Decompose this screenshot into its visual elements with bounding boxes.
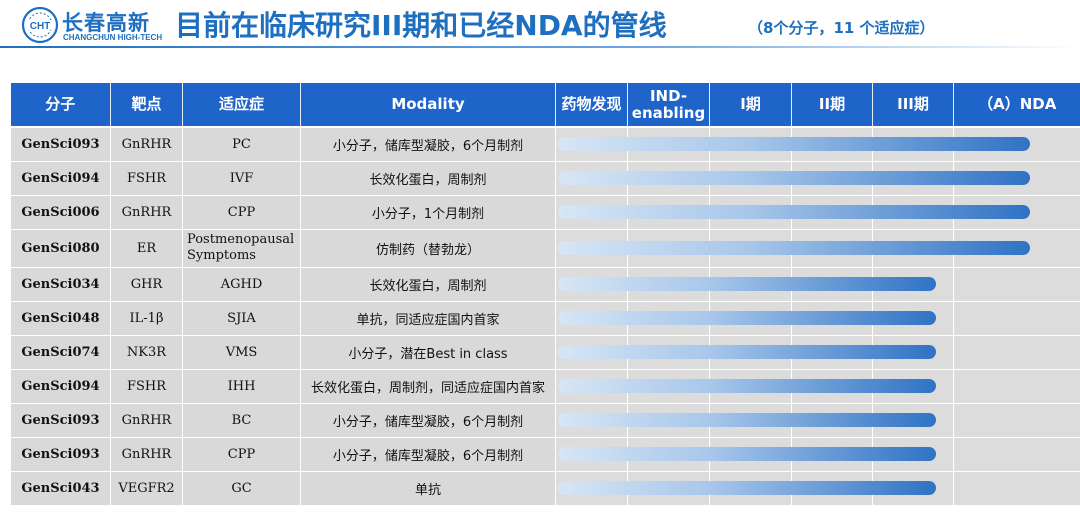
header-indication: 适应症	[182, 83, 301, 128]
target-cell: GnRHR	[110, 126, 183, 162]
progress-bar	[557, 277, 936, 291]
stage-cell	[953, 266, 1080, 302]
header-target: 靶点	[110, 83, 183, 128]
pipeline-body: GenSci093 GnRHR PC 小分子，储库型凝胶，6个月制剂 GenSci094…	[10, 126, 1080, 506]
progress-bar	[557, 241, 1030, 255]
indication-cell: BC	[182, 402, 301, 438]
header-phase2: II期	[791, 83, 873, 128]
progress-bar	[557, 447, 936, 461]
header-ind-enabling: IND-enabling	[627, 83, 710, 128]
molecule-cell: GenSci094	[10, 368, 111, 404]
table-row: GenSci034 GHR AGHD 长效化蛋白，周制剂	[10, 266, 1080, 302]
stage-cell	[953, 334, 1080, 370]
indication-cell: CPP	[182, 194, 301, 230]
header-phase1: I期	[709, 83, 792, 128]
table-row: GenSci074 NK3R VMS 小分子，潜在Best in class	[10, 334, 1080, 370]
header-nda: （A）NDA	[953, 83, 1080, 128]
target-cell: VEGFR2	[110, 470, 183, 506]
modality-cell: 单抗，同适应症国内首家	[300, 300, 556, 336]
target-cell: GnRHR	[110, 194, 183, 230]
table-row: GenSci043 VEGFR2 GC 单抗	[10, 470, 1080, 506]
target-cell: FSHR	[110, 368, 183, 404]
progress-bar	[557, 137, 1030, 151]
stage-cell	[953, 402, 1080, 438]
header-modality: Modality	[300, 83, 556, 128]
progress-bar	[557, 171, 1030, 185]
modality-cell: 长效化蛋白，周制剂	[300, 160, 556, 196]
header-ind-line2: enabling	[631, 103, 706, 122]
slide-header: CHT 长春高新 CHANGCHUN HIGH-TECH 目前在临床研究III期…	[0, 0, 1080, 52]
stage-cell	[953, 436, 1080, 472]
indication-cell: IHH	[182, 368, 301, 404]
molecule-cell: GenSci034	[10, 266, 111, 302]
target-cell: GHR	[110, 266, 183, 302]
modality-cell: 小分子，储库型凝胶，6个月制剂	[300, 402, 556, 438]
stage-cell	[953, 300, 1080, 336]
modality-cell: 单抗	[300, 470, 556, 506]
stage-cell	[953, 228, 1080, 268]
indication-cell: AGHD	[182, 266, 301, 302]
modality-cell: 长效化蛋白，周制剂	[300, 266, 556, 302]
table-row: GenSci080 ER Postmenopausal Symptoms 仿制药（替勃…	[10, 228, 1080, 268]
stage-cell	[953, 368, 1080, 404]
indication-cell: SJIA	[182, 300, 301, 336]
page-title: 目前在临床研究III期和已经NDA的管线	[175, 9, 667, 42]
progress-bar	[557, 311, 936, 325]
progress-bar	[557, 345, 936, 359]
molecule-cell: GenSci093	[10, 436, 111, 472]
molecule-cell: GenSci006	[10, 194, 111, 230]
page-subtitle: （8个分子，11 个适应症）	[748, 19, 935, 37]
modality-cell: 小分子，潜在Best in class	[300, 334, 556, 370]
progress-bar	[557, 379, 936, 393]
indication-cell: Postmenopausal Symptoms	[182, 228, 301, 268]
svg-text:CHT: CHT	[30, 21, 51, 32]
molecule-cell: GenSci080	[10, 228, 111, 268]
header-molecule: 分子	[10, 83, 111, 128]
molecule-cell: GenSci094	[10, 160, 111, 196]
molecule-cell: GenSci093	[10, 126, 111, 162]
progress-bar	[557, 205, 1030, 219]
target-cell: ER	[110, 228, 183, 268]
logo-english-name: CHANGCHUN HIGH-TECH	[63, 33, 163, 42]
target-cell: IL-1β	[110, 300, 183, 336]
target-cell: FSHR	[110, 160, 183, 196]
indication-cell: IVF	[182, 160, 301, 196]
molecule-cell: GenSci043	[10, 470, 111, 506]
molecule-cell: GenSci048	[10, 300, 111, 336]
progress-bar	[557, 481, 936, 495]
header-ind-line1: IND-	[649, 86, 688, 105]
progress-bar	[557, 413, 936, 427]
indication-cell: CPP	[182, 436, 301, 472]
title-divider	[0, 46, 1080, 48]
target-cell: NK3R	[110, 334, 183, 370]
header-phase3: III期	[872, 83, 954, 128]
table-header-row: 分子 靶点 适应症 Modality 药物发现 IND-enabling I期 …	[10, 83, 1080, 128]
molecule-cell: GenSci093	[10, 402, 111, 438]
indication-cell: GC	[182, 470, 301, 506]
logo-emblem-icon: CHT	[21, 6, 59, 44]
modality-cell: 仿制药（替勃龙）	[300, 228, 556, 268]
pipeline-table: 分子 靶点 适应症 Modality 药物发现 IND-enabling I期 …	[10, 83, 1080, 506]
indication-cell: VMS	[182, 334, 301, 370]
indication-cell: PC	[182, 126, 301, 162]
target-cell: GnRHR	[110, 436, 183, 472]
molecule-cell: GenSci074	[10, 334, 111, 370]
modality-cell: 小分子，储库型凝胶，6个月制剂	[300, 436, 556, 472]
stage-cell	[953, 470, 1080, 506]
modality-cell: 长效化蛋白，周制剂，同适应症国内首家	[300, 368, 556, 404]
modality-cell: 小分子，储库型凝胶，6个月制剂	[300, 126, 556, 162]
modality-cell: 小分子，1个月制剂	[300, 194, 556, 230]
header-discovery: 药物发现	[555, 83, 628, 128]
target-cell: GnRHR	[110, 402, 183, 438]
company-logo: CHT 长春高新 CHANGCHUN HIGH-TECH	[20, 6, 170, 44]
logo-chinese-name: 长春高新	[62, 11, 150, 35]
